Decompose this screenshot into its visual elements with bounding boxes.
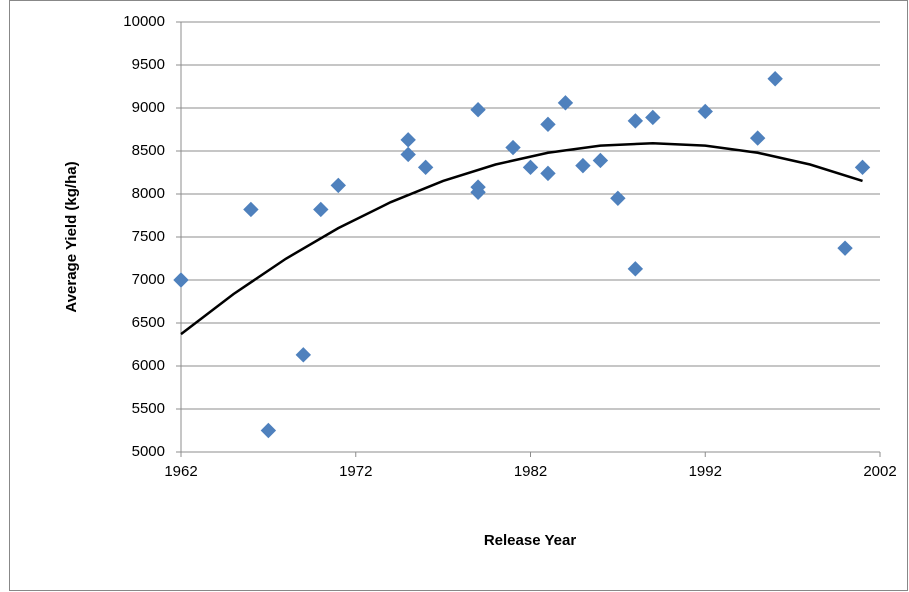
data-point [470,102,486,118]
chart-frame [9,0,908,591]
data-point [540,165,556,182]
y-tick-label: 8000 [132,185,165,202]
data-point [505,139,521,156]
data-point [243,201,259,218]
data-point [540,116,556,133]
data-point [260,422,277,439]
y-tick-label: 7500 [132,228,165,245]
y-tick-label: 5000 [132,443,165,460]
data-point [837,240,853,256]
trendline [180,142,863,336]
data-point [313,201,329,218]
data-point [627,113,644,129]
data-point [610,190,626,207]
data-point [854,159,871,176]
data-point [627,261,644,277]
x-tick-label: 1982 [514,463,547,480]
y-tick-label: 8500 [132,142,165,159]
y-axis-title: Average Yield (kg/ha) [63,161,80,312]
data-point [400,146,416,163]
x-tick-label: 2002 [863,463,896,480]
data-point [767,71,783,87]
data-point [470,184,486,200]
y-tick-label: 9000 [132,99,165,116]
x-axis-title: Release Year [484,532,576,549]
y-tick-label: 7000 [132,271,165,288]
y-tick-label: 5500 [132,400,165,417]
data-point [575,157,591,174]
data-point [295,347,312,363]
x-tick-label: 1992 [689,463,722,480]
data-point [417,159,434,176]
y-tick-label: 9500 [132,56,165,73]
data-point [592,152,609,169]
data-point [749,130,766,146]
data-point [557,95,574,111]
data-point [522,159,539,176]
x-tick-label: 1972 [339,463,372,480]
data-point [330,177,346,194]
data-point [697,103,713,120]
y-tick-label: 10000 [123,13,165,30]
y-tick-label: 6000 [132,357,165,374]
x-tick-label: 1962 [164,463,197,480]
data-point [645,109,661,126]
y-tick-label: 6500 [132,314,165,331]
data-point [173,272,189,288]
